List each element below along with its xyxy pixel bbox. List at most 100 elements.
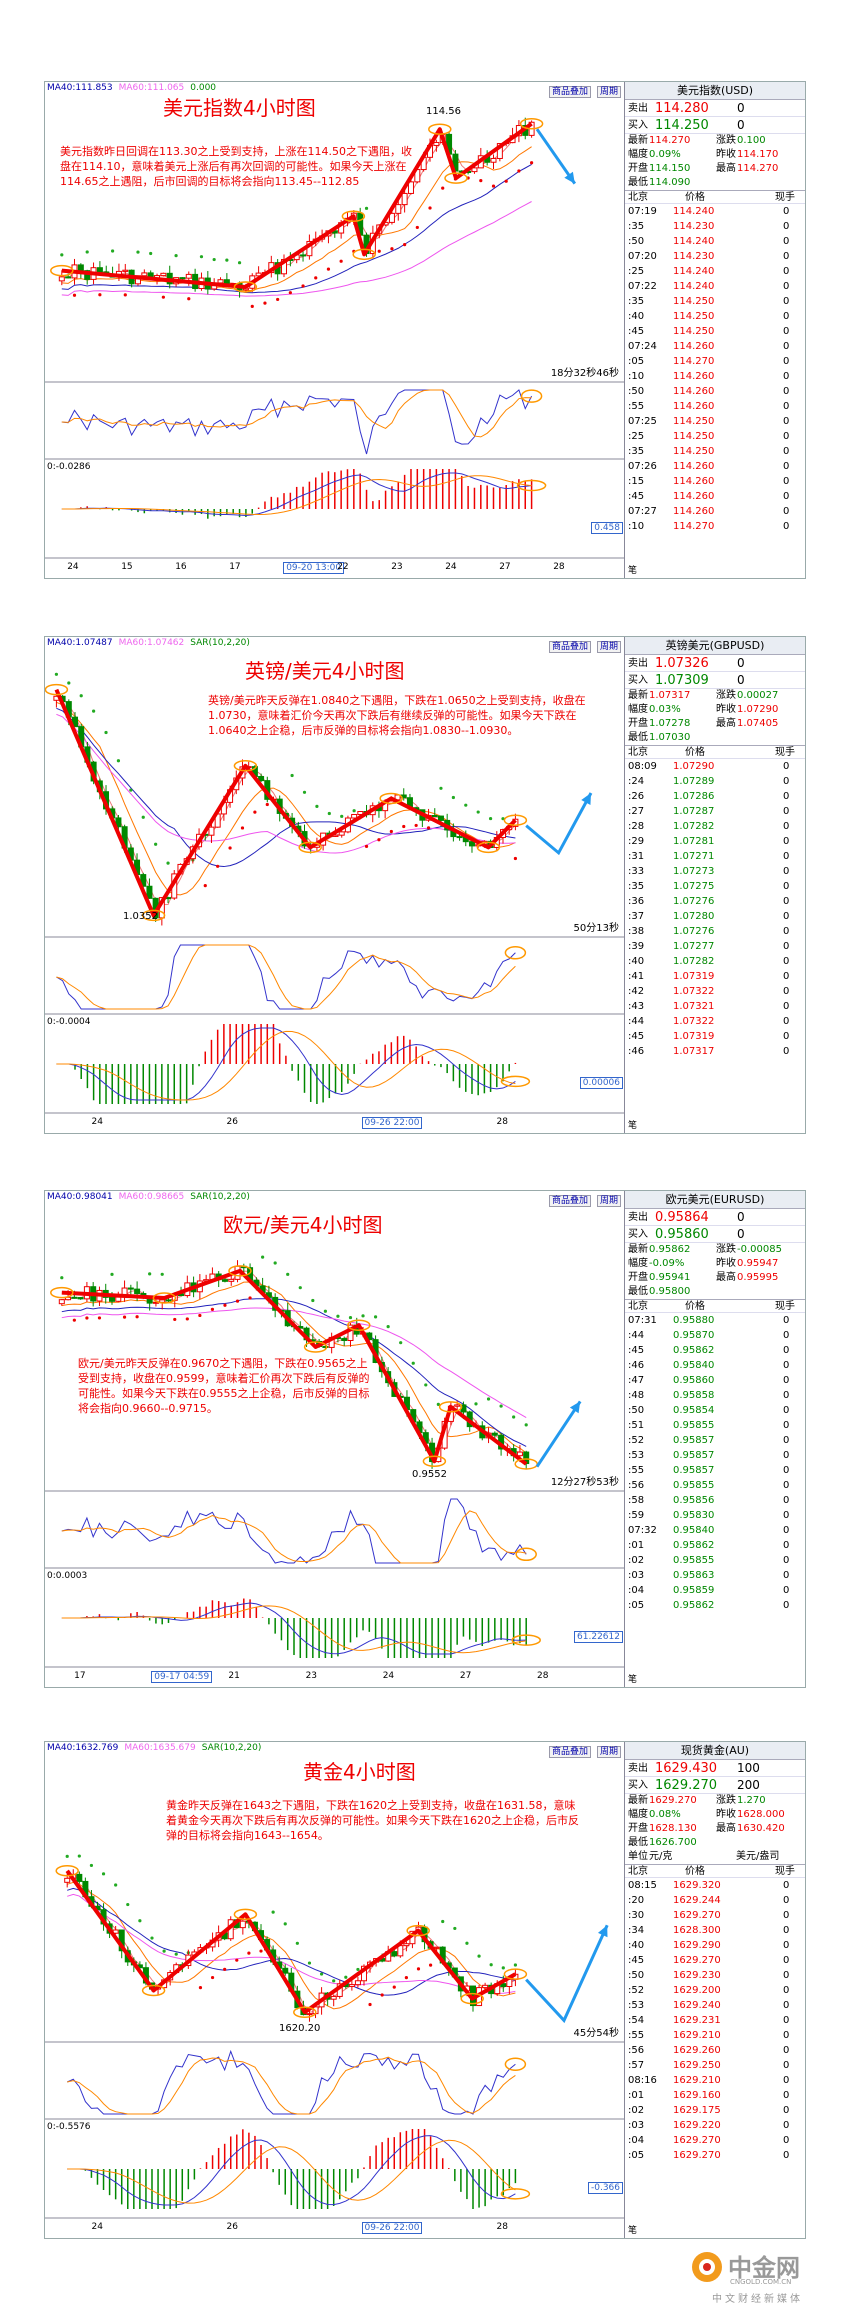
tick-price: 1.07319 xyxy=(673,971,715,982)
quote-field-value: -0.00085 xyxy=(737,1244,782,1255)
quote-field-value: 114.270 xyxy=(737,163,779,174)
tick-volume: 0 xyxy=(783,1001,790,1012)
tick-price: 114.260 xyxy=(673,491,715,502)
quote-field-value: 1.07405 xyxy=(737,718,779,729)
tick-row: :45 0.95862 0 xyxy=(625,1343,805,1358)
tick-row: :47 0.95860 0 xyxy=(625,1373,805,1388)
tick-row: 07:20 114.230 0 xyxy=(625,249,805,264)
tick-price: 0.95856 xyxy=(673,1495,715,1506)
sar-dot xyxy=(307,1961,312,1965)
sar-dot xyxy=(429,1963,433,1967)
tick-row: :59 0.95830 0 xyxy=(625,1508,805,1523)
tick-price: 1629.320 xyxy=(673,1880,721,1891)
tick-volume: 0 xyxy=(783,416,790,427)
chart-svg xyxy=(45,1742,625,2238)
highlight-ellipse xyxy=(428,123,452,135)
quote-field-value: 1629.270 xyxy=(649,1795,697,1806)
candle-body xyxy=(146,885,153,899)
quote-field-value: 114.090 xyxy=(649,177,691,188)
chart-menu: 商品叠加 周期 xyxy=(543,1193,621,1207)
tick-time: 07:32 xyxy=(628,1525,657,1536)
forecast-arrow xyxy=(535,128,577,185)
date-axis-label: 24 xyxy=(445,562,457,572)
menu-button[interactable]: 周期 xyxy=(596,1746,621,1758)
tick-row: :34 1628.300 0 xyxy=(625,1923,805,1938)
sar-dot xyxy=(228,846,232,850)
menu-button[interactable]: 商品叠加 xyxy=(548,1195,591,1207)
tick-row: :15 114.260 0 xyxy=(625,474,805,489)
quote-price: 114.280 xyxy=(655,101,709,116)
candle-body xyxy=(282,1967,289,1974)
tick-price: 0.95857 xyxy=(673,1450,715,1461)
logo-dot xyxy=(703,2263,711,2271)
candle-body xyxy=(388,212,395,223)
tick-price: 0.95855 xyxy=(673,1420,715,1431)
sar-dot xyxy=(344,1975,348,1979)
sar-dot xyxy=(283,1922,287,1926)
oscillator-label: 0:-0.5576 xyxy=(47,2122,91,2132)
sar-dot xyxy=(377,838,381,842)
tick-row: :24 1.07289 0 xyxy=(625,774,805,789)
tick-time: :35 xyxy=(628,221,645,232)
tick-row: :37 1.07280 0 xyxy=(625,909,805,924)
quote-field-label: 开盘 xyxy=(628,163,648,174)
candle-body xyxy=(456,836,463,839)
quote-field-value: 0.00027 xyxy=(737,690,779,701)
tick-row: :26 1.07286 0 xyxy=(625,789,805,804)
date-axis-label: 23 xyxy=(391,562,403,572)
sar-dot xyxy=(114,1883,118,1887)
highlight-ellipse xyxy=(504,2057,527,2071)
date-axis-label: 17 xyxy=(229,562,241,572)
menu-button[interactable]: 周期 xyxy=(596,86,621,98)
candle-body xyxy=(77,1297,84,1300)
tick-time: :01 xyxy=(628,1540,645,1551)
tick-price: 1629.160 xyxy=(673,2090,721,2101)
tick-time: :35 xyxy=(628,446,645,457)
analysis-note: 英镑/美元昨天反弹在1.0840之下遇阻，下跌在1.0650之上受到支持，收盘在… xyxy=(208,694,586,737)
sar-dot xyxy=(92,709,96,713)
candle-body xyxy=(71,1296,78,1299)
tick-volume: 0 xyxy=(783,386,790,397)
trend-zigzag xyxy=(61,1268,528,1466)
sar-dot xyxy=(72,1318,76,1322)
highlight-ellipse xyxy=(152,1292,177,1304)
date-axis-label: 27 xyxy=(499,562,511,572)
menu-button[interactable]: 商品叠加 xyxy=(548,641,591,653)
tick-price: 1629.260 xyxy=(673,2045,721,2056)
sar-dot xyxy=(436,1402,440,1406)
date-axis-label: 24 xyxy=(382,1671,395,1681)
quote-sell: 卖出 1629.430 100 xyxy=(625,1760,805,1777)
tick-price: 1629.240 xyxy=(673,2000,721,2011)
candle-body xyxy=(341,1338,348,1341)
menu-button[interactable]: 周期 xyxy=(596,641,621,653)
sar-dot xyxy=(89,1863,94,1868)
menu-button[interactable]: 周期 xyxy=(596,1195,621,1207)
tick-time: :50 xyxy=(628,1405,645,1416)
quote-field-row: 开盘 114.150 最高 114.270 xyxy=(625,162,805,176)
date-axis-label: 26 xyxy=(226,1117,238,1127)
quote-field-row: 最新 114.270 涨跌 0.100 xyxy=(625,134,805,148)
tick-price: 1629.230 xyxy=(673,1970,721,1981)
menu-button[interactable]: 商品叠加 xyxy=(548,86,591,98)
macd-dif xyxy=(61,1602,527,1655)
sar-dot xyxy=(98,293,102,297)
candle-body xyxy=(140,874,147,887)
tick-price: 1629.270 xyxy=(673,1910,721,1921)
quote-field-label: 昨收 xyxy=(716,1809,736,1820)
highlight-ellipse xyxy=(503,1968,528,1980)
logo-domain: CNGOLD.COM.CN xyxy=(730,2278,792,2286)
highlight-ellipse xyxy=(503,814,528,826)
tick-time: :56 xyxy=(628,1480,645,1491)
chart-menu: 商品叠加 周期 xyxy=(543,1744,621,1758)
sar-dot xyxy=(126,1902,130,1907)
tick-time: 07:20 xyxy=(628,251,657,262)
highlight-ellipse xyxy=(228,1265,252,1277)
candle-body xyxy=(109,1296,116,1302)
quote-price: 0.95864 xyxy=(655,1210,709,1225)
tick-price: 1.07275 xyxy=(673,881,715,892)
oscillator-label: 0:-0.0004 xyxy=(47,1017,91,1027)
quote-field-value: 1628.130 xyxy=(649,1823,697,1834)
sar-dot xyxy=(185,1317,189,1321)
sar-dot xyxy=(301,284,305,288)
menu-button[interactable]: 商品叠加 xyxy=(548,1746,591,1758)
